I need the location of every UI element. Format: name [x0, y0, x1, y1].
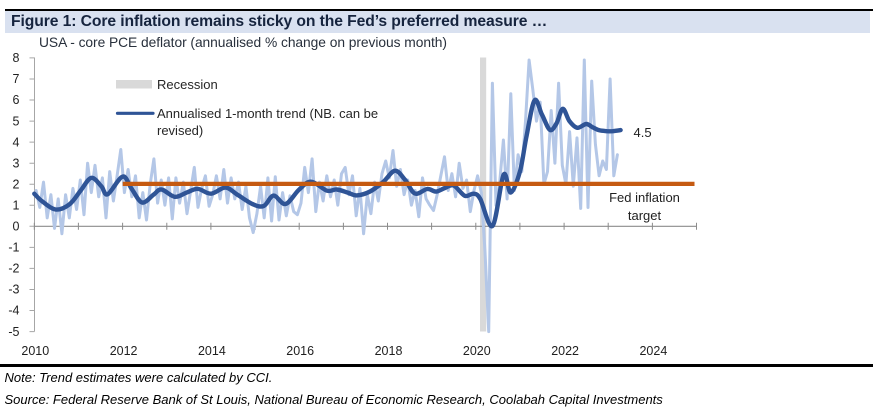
- svg-text:5: 5: [13, 114, 20, 128]
- svg-text:2012: 2012: [110, 344, 138, 358]
- svg-text:0: 0: [13, 220, 20, 234]
- svg-text:3: 3: [13, 156, 20, 170]
- svg-text:7: 7: [13, 72, 20, 86]
- svg-text:2020: 2020: [463, 344, 491, 358]
- svg-text:4: 4: [13, 135, 20, 149]
- svg-text:Fed inflation: Fed inflation: [609, 190, 680, 205]
- svg-text:-3: -3: [8, 283, 19, 297]
- svg-text:2016: 2016: [286, 344, 314, 358]
- svg-text:-4: -4: [8, 304, 19, 318]
- svg-text:2: 2: [13, 177, 20, 191]
- svg-text:2018: 2018: [375, 344, 403, 358]
- svg-text:target: target: [628, 208, 662, 223]
- svg-text:2014: 2014: [198, 344, 226, 358]
- svg-text:1: 1: [13, 198, 20, 212]
- svg-text:-2: -2: [8, 262, 19, 276]
- svg-text:-1: -1: [8, 241, 19, 255]
- svg-text:-5: -5: [8, 325, 19, 339]
- svg-text:6: 6: [13, 93, 20, 107]
- svg-text:4.5: 4.5: [634, 125, 652, 140]
- svg-text:2010: 2010: [21, 344, 49, 358]
- svg-text:2022: 2022: [551, 344, 579, 358]
- svg-text:8: 8: [13, 51, 20, 65]
- svg-text:2024: 2024: [639, 344, 667, 358]
